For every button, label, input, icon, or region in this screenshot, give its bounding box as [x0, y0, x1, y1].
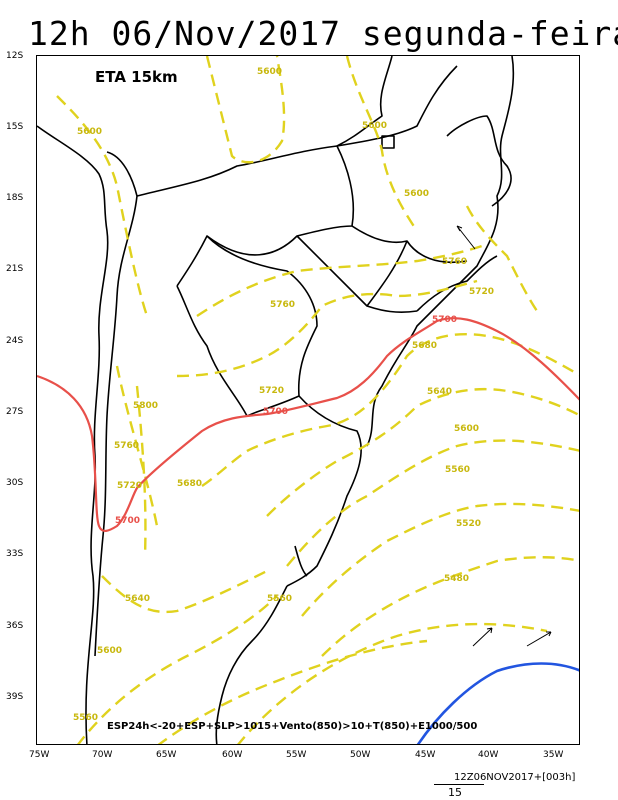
- lon-tick: 55W: [286, 750, 307, 760]
- thickness-contour: [101, 569, 268, 614]
- brazil-state-borders: [296, 65, 498, 313]
- thickness-contour: [176, 279, 478, 378]
- lat-tick: 30S: [6, 478, 24, 488]
- map-panel: 5600 5600 5600 5600 5760 5760 5720 5720 …: [36, 55, 580, 745]
- lon-tick: 65W: [156, 750, 177, 760]
- contour-label: 5720: [469, 287, 494, 297]
- contour-label-5700: 5700: [115, 516, 140, 526]
- contour-label: 5760: [442, 257, 467, 267]
- thickness-contour: [157, 639, 428, 744]
- contour-label: 5640: [427, 387, 452, 397]
- thickness-contour: [115, 365, 159, 557]
- contour-label: 5600: [77, 127, 102, 137]
- paraguay-border: [206, 235, 318, 417]
- lat-tick: 27S: [6, 407, 24, 417]
- andes-border: [94, 151, 138, 657]
- thickness-contour: [196, 244, 483, 317]
- contour-label: 5720: [117, 481, 142, 491]
- thickness-contour: [201, 333, 579, 487]
- contour-label: 5680: [177, 479, 202, 489]
- lat-tick: 39S: [6, 692, 24, 702]
- contour-label: 5680: [412, 341, 437, 351]
- lat-tick: 15S: [6, 122, 24, 132]
- wind-arrow: [472, 627, 493, 647]
- lon-tick: 35W: [543, 750, 564, 760]
- lon-tick: 70W: [92, 750, 113, 760]
- lon-tick: 50W: [350, 750, 371, 760]
- thickness-contour: [56, 95, 149, 317]
- thickness-contour: [237, 622, 548, 744]
- lon-tick: 60W: [222, 750, 243, 760]
- lat-tick: 24S: [6, 336, 24, 346]
- contour-label: 5760: [270, 300, 295, 310]
- atlantic-coastline: [366, 56, 515, 447]
- contour-label: 5600: [97, 646, 122, 656]
- lat-tick: 18S: [6, 193, 24, 203]
- uruguay-border: [286, 395, 362, 587]
- contour-label: 5520: [456, 519, 481, 529]
- contour-label: 5600: [454, 424, 479, 434]
- contour-label: 5600: [404, 189, 429, 199]
- contour-label-5700: 5700: [432, 315, 457, 325]
- contour-label: 5560: [267, 594, 292, 604]
- scale-number: 15: [448, 786, 462, 799]
- argentina-border-north: [176, 285, 248, 417]
- lat-tick: 33S: [6, 549, 24, 559]
- contour-label: 5800: [133, 401, 158, 411]
- cold-line: [416, 662, 579, 744]
- contour-label: 5560: [445, 465, 470, 475]
- pacific-coastline: [37, 125, 109, 744]
- brazil-state-borders-2: [336, 56, 512, 207]
- thickness-contour: [345, 56, 418, 232]
- contour-label: 5760: [114, 441, 139, 451]
- contour-label-5700: 5700: [263, 407, 288, 417]
- stamp-underline: [434, 784, 484, 785]
- lon-tick: 45W: [415, 750, 436, 760]
- contour-label: 5480: [444, 574, 469, 584]
- map-title: 12h 06/Nov/2017 segunda-feira: [28, 14, 618, 53]
- thickness-contour: [77, 595, 278, 744]
- argentina-coastline: [215, 585, 288, 744]
- lon-tick: 75W: [29, 750, 50, 760]
- field-caption: ESP24h<-20+ESP+SLP>1015+Vento(850)>10+T(…: [107, 721, 478, 732]
- thickness-contour: [321, 556, 579, 657]
- model-label: ETA 15km: [95, 68, 178, 86]
- thickness-contour: [205, 56, 286, 164]
- bolivia-border: [136, 145, 355, 287]
- lat-tick: 12S: [6, 51, 24, 61]
- thickness-contour: [266, 387, 579, 517]
- wind-arrow: [526, 631, 552, 647]
- lon-tick: 40W: [478, 750, 499, 760]
- contour-label: 5560: [73, 713, 98, 723]
- wind-arrow: [456, 225, 476, 250]
- contour-5700: [37, 317, 579, 532]
- run-timestamp: 12Z06NOV2017+[003h]: [454, 772, 576, 783]
- contour-label: 5640: [125, 594, 150, 604]
- thickness-contour: [286, 439, 579, 567]
- lat-tick: 36S: [6, 621, 24, 631]
- contour-label: 5720: [259, 386, 284, 396]
- map-canvas: 5600 5600 5600 5600 5760 5760 5720 5720 …: [37, 56, 579, 744]
- lagoon-outline: [294, 545, 308, 577]
- lat-tick: 21S: [6, 264, 24, 274]
- contour-label: 5600: [362, 121, 387, 131]
- thickness-contour: [301, 502, 579, 617]
- contour-label: 5600: [257, 67, 282, 77]
- lake-outline: [381, 135, 395, 149]
- thickness-contour: [465, 205, 538, 312]
